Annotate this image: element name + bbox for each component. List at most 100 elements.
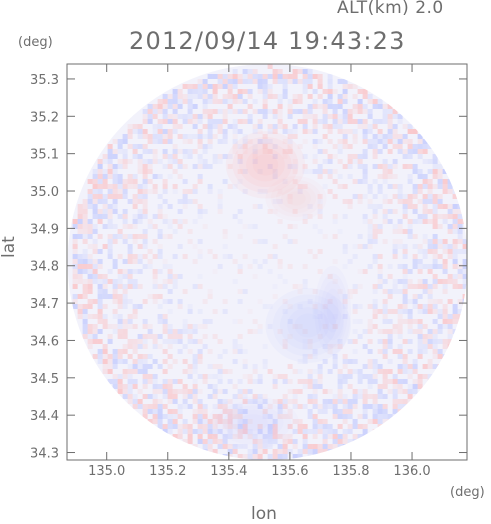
field-cell xyxy=(247,104,253,109)
field-cell xyxy=(367,199,373,204)
field-cell xyxy=(287,104,293,109)
field-cell xyxy=(217,139,223,144)
field-cell xyxy=(377,189,383,194)
field-cell xyxy=(452,249,458,254)
field-cell xyxy=(422,349,428,354)
field-cell xyxy=(237,454,243,459)
field-cell xyxy=(237,419,243,424)
field-cell xyxy=(177,349,183,354)
field-cell xyxy=(232,259,238,264)
field-cell xyxy=(342,409,348,414)
field-cell xyxy=(282,434,288,439)
field-cell xyxy=(322,134,328,139)
field-cell xyxy=(152,154,158,159)
field-cell xyxy=(382,339,388,344)
field-cell xyxy=(372,404,378,409)
field-cell xyxy=(372,314,378,319)
field-cell xyxy=(107,209,113,214)
field-cell xyxy=(222,114,228,119)
field-cell xyxy=(417,144,423,149)
field-cell xyxy=(167,414,173,419)
field-cell xyxy=(317,169,323,174)
field-cell xyxy=(177,219,183,224)
field-cell xyxy=(442,309,448,314)
field-cell xyxy=(357,109,363,114)
field-cell xyxy=(397,404,403,409)
field-cell xyxy=(112,149,118,154)
field-cell xyxy=(287,149,293,154)
field-cell xyxy=(202,444,208,449)
field-cell xyxy=(382,349,388,354)
field-cell xyxy=(327,344,333,349)
field-cell xyxy=(367,379,373,384)
field-cell xyxy=(427,194,433,199)
field-cell xyxy=(287,109,293,114)
field-cell xyxy=(152,384,158,389)
field-cell xyxy=(152,419,158,424)
field-cell xyxy=(402,294,408,299)
field-cell xyxy=(202,149,208,154)
field-cell xyxy=(157,284,163,289)
field-cell xyxy=(437,194,443,199)
field-cell xyxy=(72,299,78,304)
field-cell xyxy=(322,304,328,309)
field-cell xyxy=(137,389,143,394)
field-cell xyxy=(167,354,173,359)
field-cell xyxy=(112,259,118,264)
field-cell xyxy=(457,269,463,274)
field-cell xyxy=(197,204,203,209)
field-cell xyxy=(142,179,148,184)
field-cell xyxy=(252,204,258,209)
field-cell xyxy=(187,199,193,204)
field-cell xyxy=(372,379,378,384)
field-cell xyxy=(332,344,338,349)
field-feature xyxy=(246,148,285,182)
field-cell xyxy=(177,339,183,344)
field-cell xyxy=(182,194,188,199)
field-cell xyxy=(307,74,313,79)
field-cell xyxy=(457,264,463,269)
field-cell xyxy=(137,404,143,409)
field-cell xyxy=(387,209,393,214)
field-cell xyxy=(302,139,308,144)
field-cell xyxy=(142,319,148,324)
field-feature xyxy=(326,296,339,325)
field-cell xyxy=(147,179,153,184)
field-cell xyxy=(127,224,133,229)
field-cell xyxy=(207,449,213,454)
field-cell xyxy=(302,339,308,344)
field-cell xyxy=(367,394,373,399)
field-cell xyxy=(437,339,443,344)
field-cell xyxy=(82,219,88,224)
field-cell xyxy=(402,279,408,284)
field-cell xyxy=(192,94,198,99)
field-cell xyxy=(142,234,148,239)
field-cell xyxy=(197,94,203,99)
field-cell xyxy=(387,319,393,324)
field-cell xyxy=(172,129,178,134)
field-cell xyxy=(242,79,248,84)
field-cell xyxy=(352,399,358,404)
field-cell xyxy=(167,154,173,159)
field-cell xyxy=(422,334,428,339)
field-cell xyxy=(237,99,243,104)
field-cell xyxy=(217,389,223,394)
field-cell xyxy=(397,189,403,194)
field-cell xyxy=(132,379,138,384)
field-cell xyxy=(342,299,348,304)
field-cell xyxy=(407,299,413,304)
field-cell xyxy=(302,184,308,189)
field-cell xyxy=(147,259,153,264)
field-cell xyxy=(392,129,398,134)
field-cell xyxy=(202,299,208,304)
field-cell xyxy=(327,154,333,159)
field-cell xyxy=(417,214,423,219)
field-cell xyxy=(307,204,313,209)
field-cell xyxy=(137,124,143,129)
field-cell xyxy=(217,99,223,104)
field-cell xyxy=(197,179,203,184)
field-cell xyxy=(347,159,353,164)
field-cell xyxy=(187,329,193,334)
field-cell xyxy=(282,139,288,144)
field-cell xyxy=(362,179,368,184)
